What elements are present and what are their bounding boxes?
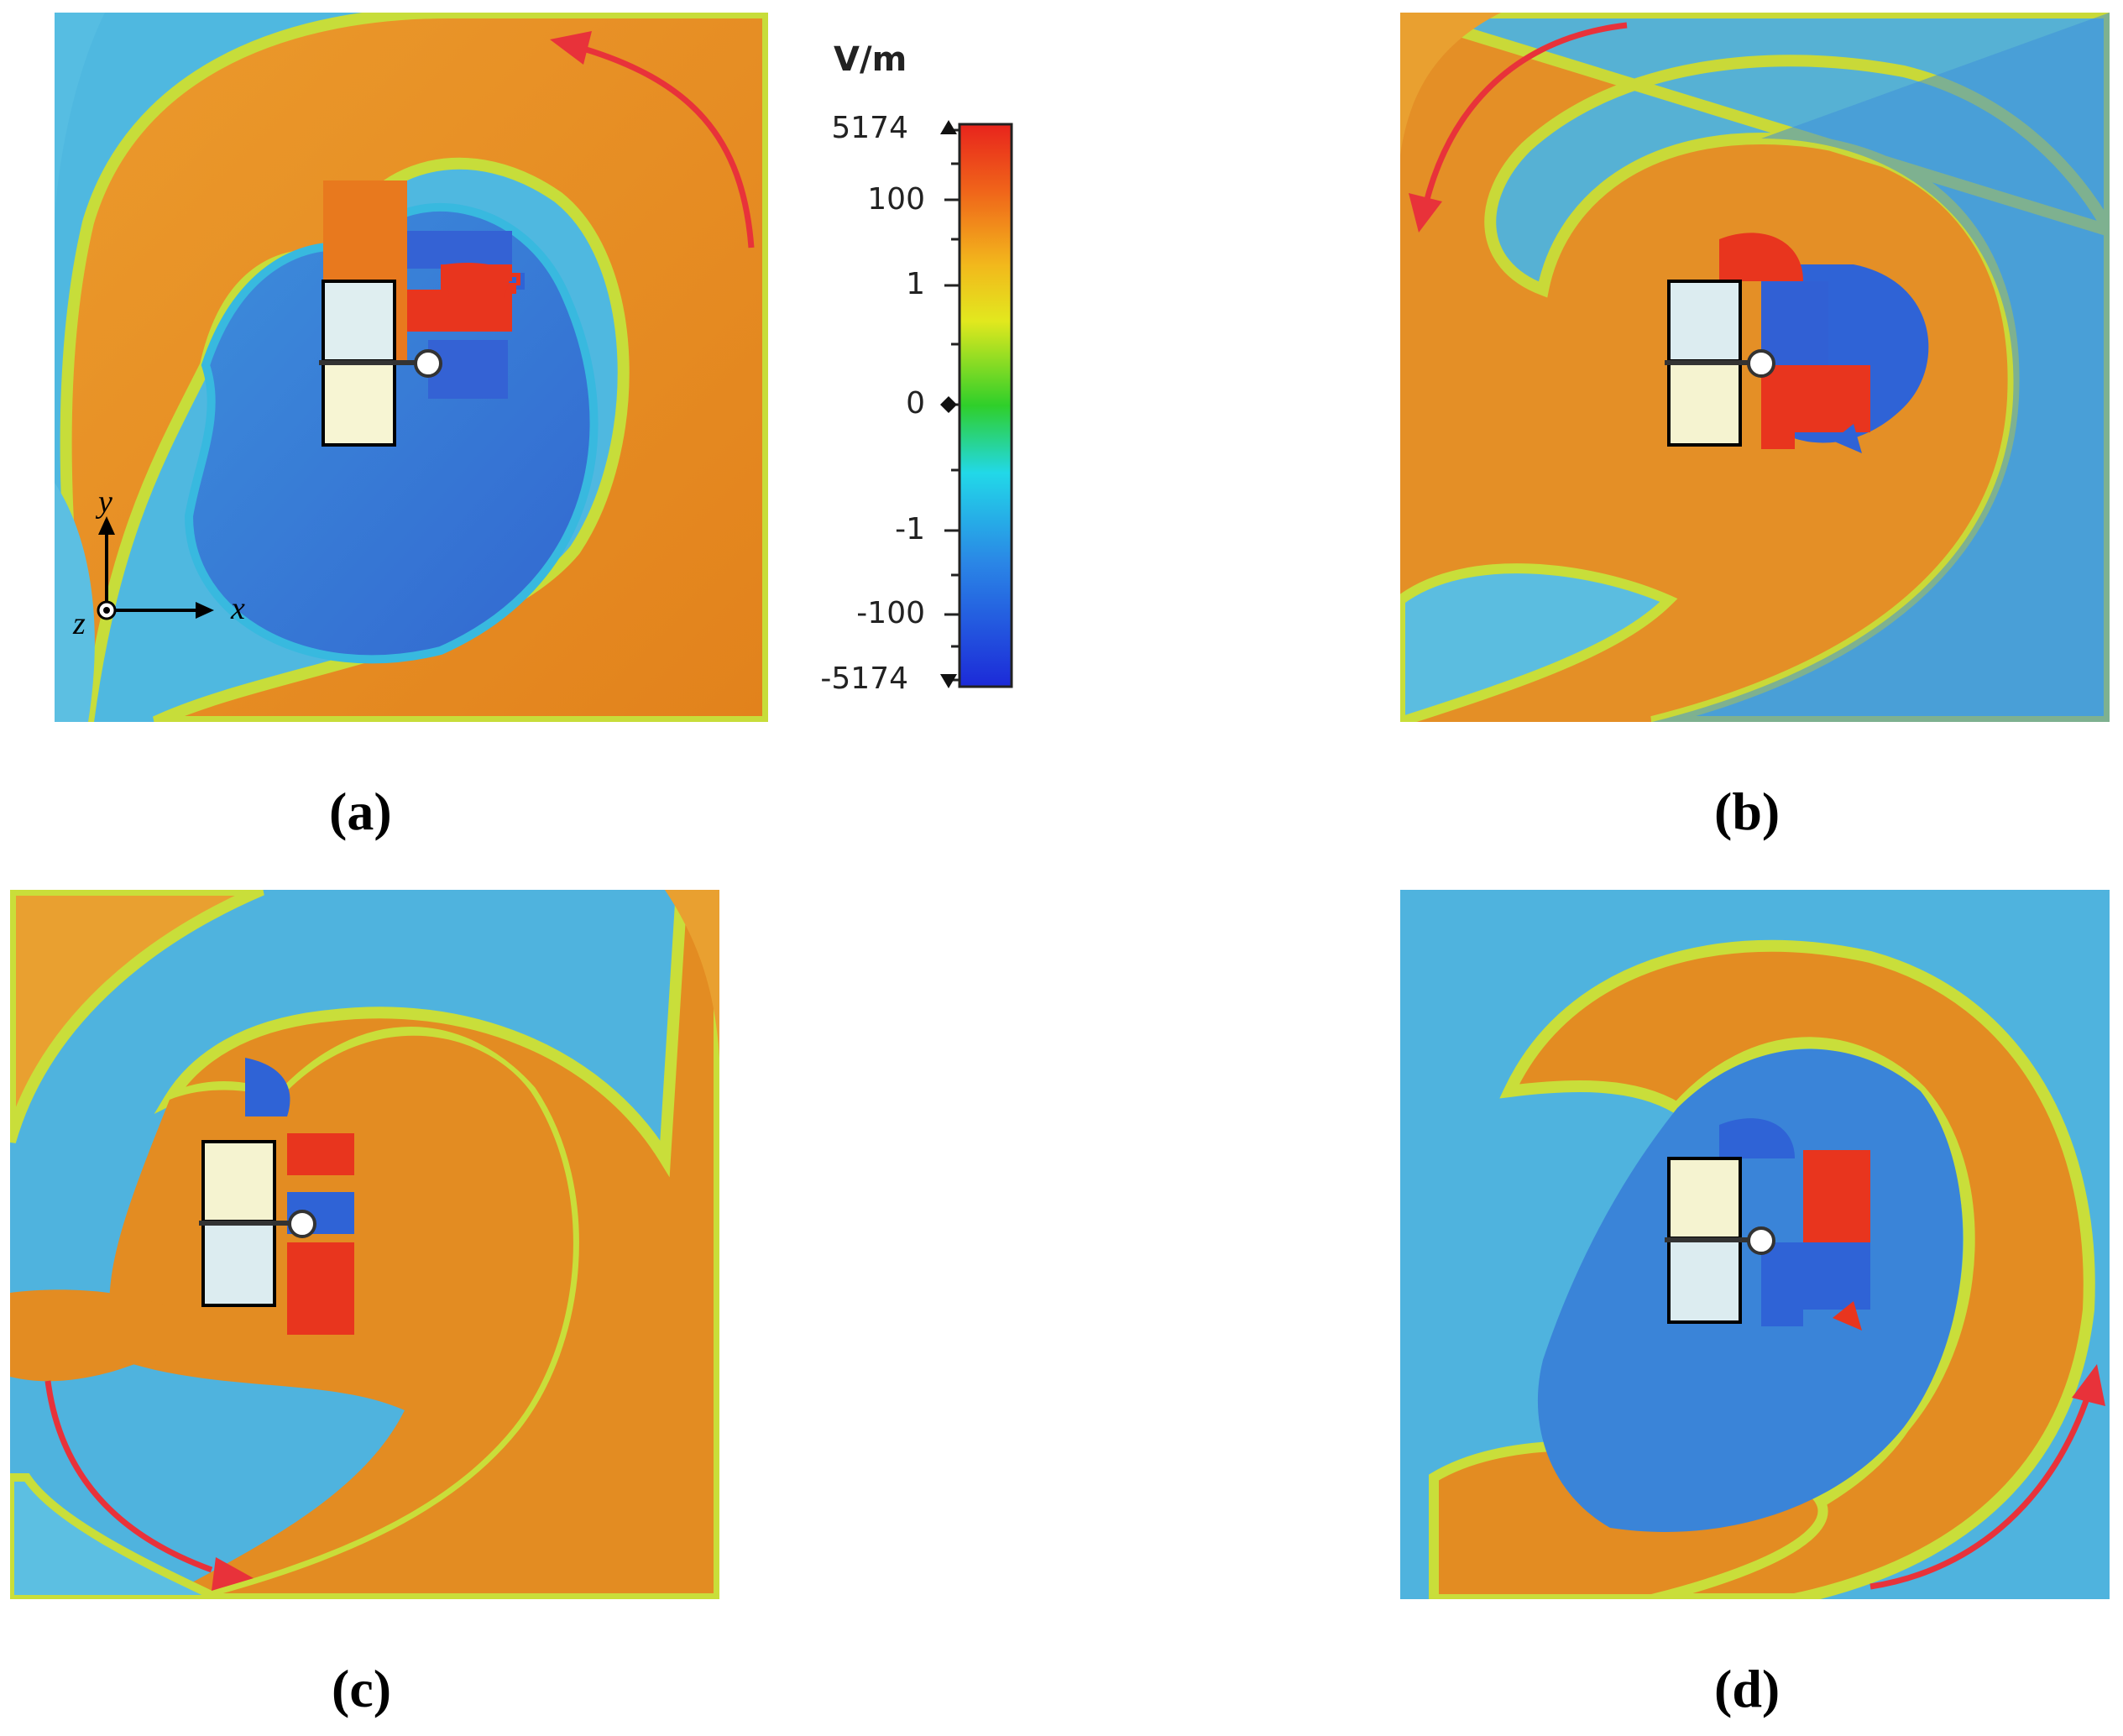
field-map-c — [10, 890, 719, 1599]
axis-x-label: x — [230, 591, 245, 626]
colorbar-tick-neg100: -100 — [856, 596, 925, 630]
colorbar-tick-1: 1 — [906, 267, 925, 301]
colorbar: V/m — [820, 17, 1045, 705]
axis-z-label: z — [72, 606, 86, 641]
axis-y-label: y — [95, 484, 112, 520]
field-panel-b — [1400, 13, 2110, 722]
field-map-b — [1400, 13, 2110, 722]
colorbar-tick-neg1: -1 — [895, 512, 925, 546]
caption-d: (d) — [1714, 1659, 1780, 1718]
colorbar-tick-100: 100 — [867, 182, 925, 217]
colorbar-tick-max: 5174 — [831, 111, 908, 145]
caption-c: (c) — [332, 1659, 392, 1718]
field-panel-c — [10, 890, 719, 1599]
colorbar-tick-min: -5174 — [820, 661, 908, 696]
colorbar-tick-0: 0 — [906, 386, 925, 421]
caption-b: (b) — [1714, 782, 1780, 841]
field-panel-a: x y z — [55, 13, 768, 722]
caption-a: (a) — [329, 782, 392, 841]
field-map-a: x y z — [55, 13, 768, 722]
field-panel-d — [1400, 890, 2110, 1599]
field-map-d — [1400, 890, 2110, 1599]
colorbar-scale — [940, 120, 1013, 688]
colorbar-unit: V/m — [834, 40, 907, 79]
